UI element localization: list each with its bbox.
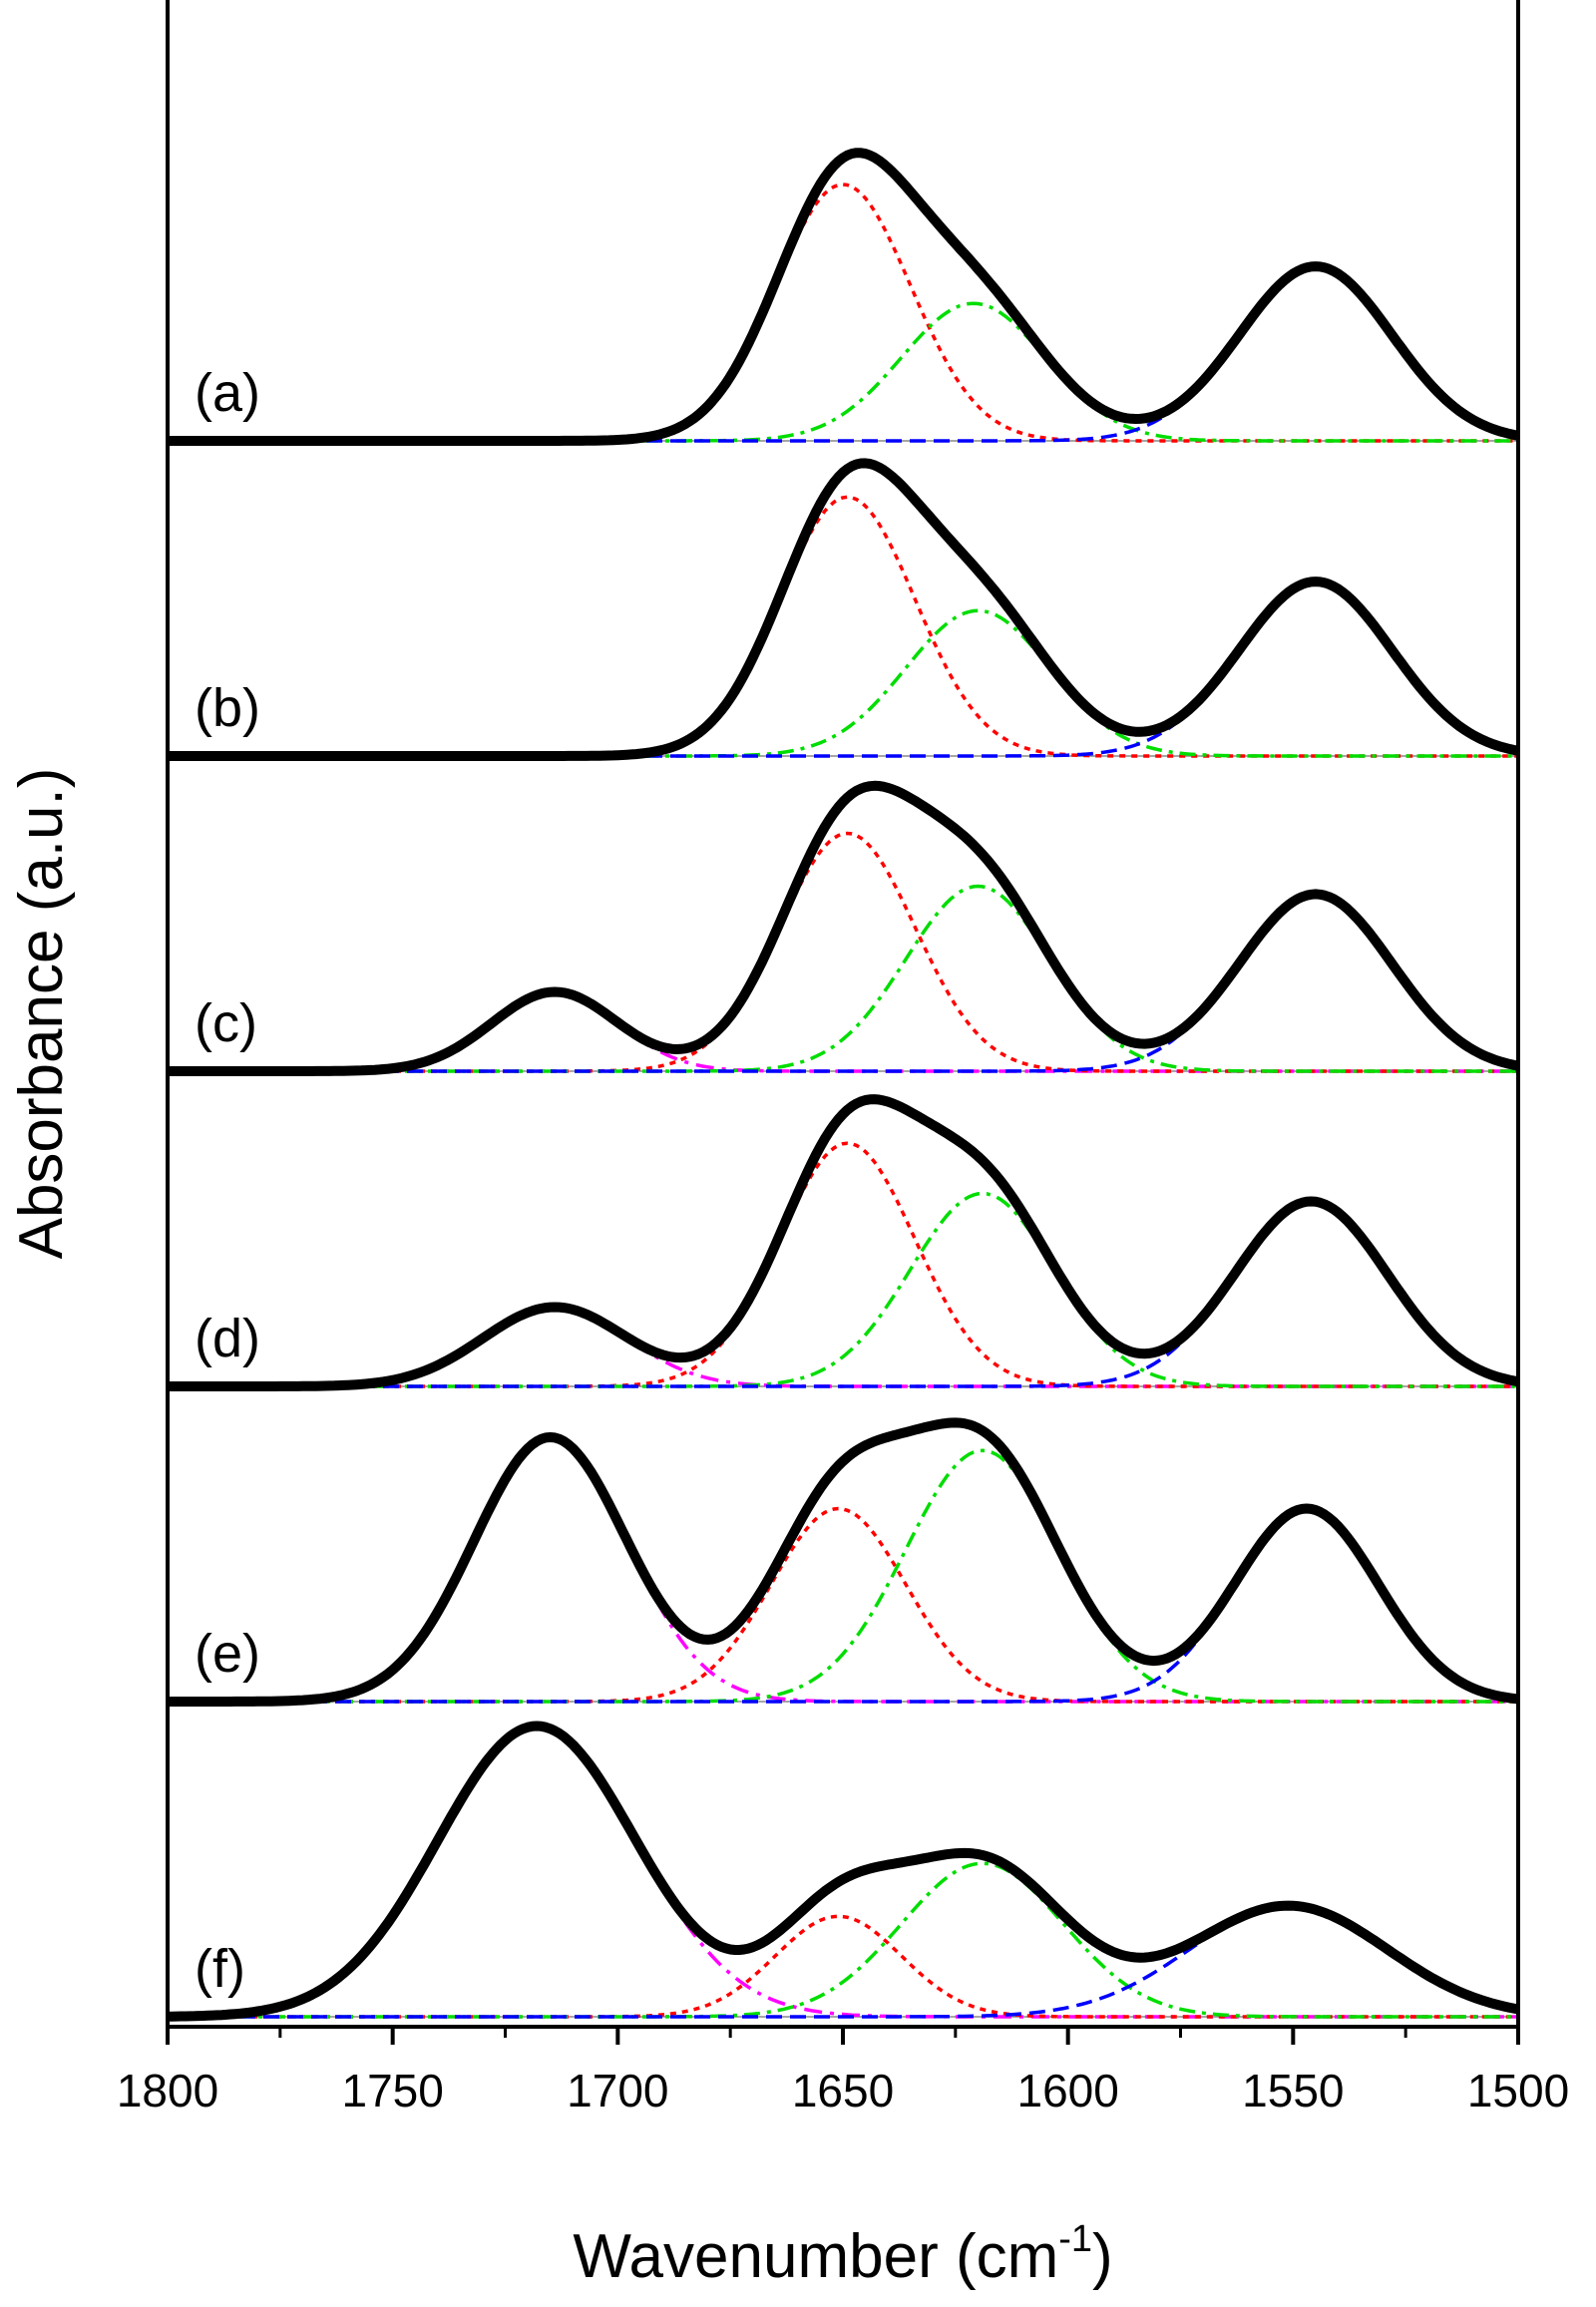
total-spectrum xyxy=(167,1721,1519,2022)
component-peak-1650 xyxy=(168,183,1518,443)
component-peak-1545 xyxy=(168,1506,1519,1704)
component-peak-1650 xyxy=(168,495,1518,758)
total-spectrum xyxy=(167,1417,1519,1707)
total-spectrum xyxy=(167,780,1519,1076)
component-peak-1715 xyxy=(168,1305,1518,1388)
total-spectrum xyxy=(167,1094,1519,1391)
panel-d: (d) xyxy=(167,1094,1519,1391)
component-peak-1715 xyxy=(168,1724,1518,2019)
component-peak-1620 xyxy=(168,1861,1518,2019)
panel-label: (d) xyxy=(195,1309,260,1368)
total-spectrum xyxy=(167,148,1519,446)
x-tick-label: 1550 xyxy=(1242,2065,1344,2116)
panel-e: (e) xyxy=(167,1417,1519,1707)
panel-c: (c) xyxy=(167,780,1519,1076)
component-peak-1620 xyxy=(168,1191,1518,1388)
panel-label: (a) xyxy=(195,363,260,423)
y-axis-title: Absorbance (a.u.) xyxy=(7,768,76,1260)
x-ticks: 1800 1750 1700 1650 1600 1550 1500 xyxy=(117,2027,1569,2116)
component-peak-1620 xyxy=(168,1448,1518,1704)
panel-b: (b) xyxy=(167,458,1519,761)
x-tick-label: 1650 xyxy=(792,2065,894,2116)
component-peak-1545 xyxy=(168,1903,1519,2019)
panels-layer: (a) (b) (c) (d) (e) (f) xyxy=(167,148,1519,2022)
x-axis-title: Wavenumber (cm-1) xyxy=(573,2218,1112,2291)
component-peak-1620 xyxy=(168,608,1518,758)
component-peak-1715 xyxy=(168,989,1518,1073)
x-axis-title-sup: -1 xyxy=(1058,2218,1092,2260)
x-tick-label: 1750 xyxy=(341,2065,443,2116)
panel-label: (f) xyxy=(195,1939,245,1999)
component-peak-1545 xyxy=(168,892,1519,1073)
component-peak-1650 xyxy=(168,1506,1518,1704)
panel-label: (e) xyxy=(195,1624,260,1684)
panel-a: (a) xyxy=(167,148,1519,446)
x-tick-label: 1500 xyxy=(1467,2065,1569,2116)
panel-label: (c) xyxy=(195,993,257,1053)
panel-f: (f) xyxy=(167,1721,1519,2022)
x-tick-label: 1600 xyxy=(1016,2065,1118,2116)
component-peak-1650 xyxy=(168,831,1518,1073)
panel-label: (b) xyxy=(195,678,260,738)
component-peak-1620 xyxy=(168,301,1518,443)
component-peak-1650 xyxy=(168,1914,1518,2019)
x-tick-label: 1700 xyxy=(567,2065,668,2116)
axes-layer xyxy=(166,0,1520,2029)
total-spectrum xyxy=(167,458,1519,761)
component-peak-1715 xyxy=(168,1435,1518,1704)
component-peak-1620 xyxy=(168,884,1518,1073)
component-peak-1650 xyxy=(168,1141,1518,1388)
x-tick-label: 1800 xyxy=(117,2065,218,2116)
